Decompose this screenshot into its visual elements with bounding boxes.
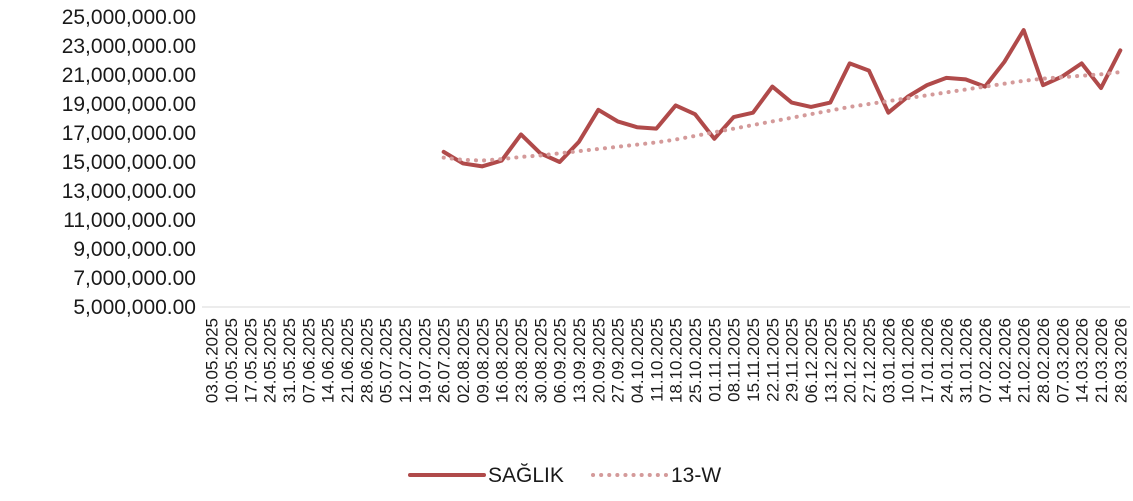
x-tick-label: 28.03.2026 [1111,318,1130,403]
y-tick-label: 25,000,000.00 [62,6,196,29]
x-tick-label: 13.09.2025 [570,318,589,403]
x-tick-label: 29.11.2025 [783,318,802,402]
x-tick-label: 05.07.2025 [377,318,396,403]
x-tick-label: 19.07.2025 [415,318,434,403]
x-tick-label: 10.05.2025 [222,318,241,403]
x-tick-label: 20.12.2025 [841,318,860,403]
y-tick-label: 11,000,000.00 [63,209,196,232]
series-layer [441,28,1123,169]
x-tick-label: 24.05.2025 [261,318,280,403]
series-line-1 [441,70,1123,163]
x-tick-label: 07.06.2025 [299,318,318,403]
y-tick-label: 7,000,000.00 [73,267,196,290]
x-tick-label: 09.08.2025 [473,318,492,403]
x-tick-label: 23.08.2025 [512,318,531,403]
x-tick-label: 31.01.2026 [957,318,976,403]
legend: SAĞLIK 13-W [408,464,721,487]
x-tick-label: 27.09.2025 [609,318,628,403]
y-tick-label: 23,000,000.00 [62,35,196,58]
x-tick-label: 24.01.2026 [937,318,956,403]
x-tick-label: 16.08.2025 [493,318,512,403]
x-tick-label: 28.06.2025 [357,318,376,403]
y-tick-label: 5,000,000.00 [73,296,196,319]
x-tick-label: 02.08.2025 [454,318,473,403]
x-tick-label: 07.03.2026 [1053,318,1072,403]
y-tick-label: 19,000,000.00 [62,93,196,116]
x-tick-label: 08.11.2025 [725,318,744,402]
x-tick-label: 18.10.2025 [667,318,686,403]
x-tick-label: 15.11.2025 [744,318,763,402]
y-tick-label: 9,000,000.00 [73,238,196,261]
x-tick-label: 14.03.2026 [1073,318,1092,403]
x-tick-label: 01.11.2025 [705,318,724,402]
y-tick-label: 13,000,000.00 [62,180,196,203]
x-tick-label: 11.10.2025 [647,318,666,402]
x-tick-label: 28.02.2026 [1034,318,1053,403]
x-tick-label: 21.03.2026 [1092,318,1111,403]
x-tick-label: 07.02.2026 [976,318,995,403]
x-tick-label: 30.08.2025 [531,318,550,403]
x-axis: 03.05.2025 10.05.2025 17.05.2025 24.05.2025… [202,306,1130,403]
x-tick-label: 17.05.2025 [241,318,260,403]
x-tick-label: 17.01.2026 [918,318,937,403]
y-tick-label: 21,000,000.00 [62,64,196,87]
x-tick-label: 21.02.2026 [1015,318,1034,403]
y-tick-label: 17,000,000.00 [62,122,196,145]
x-tick-label: 22.11.2025 [763,318,782,402]
x-tick-label: 31.05.2025 [280,318,299,403]
x-tick-label: 03.05.2025 [203,318,222,403]
y-axis: 5,000,000.00 7,000,000.00 9,000,000.00 11,0… [62,6,196,319]
x-tick-label: 14.06.2025 [319,318,338,403]
x-tick-label: 27.12.2025 [860,318,879,403]
x-tick-label: 03.01.2026 [879,318,898,403]
x-tick-label: 12.07.2025 [396,318,415,403]
x-tick-label: 06.09.2025 [551,318,570,403]
x-tick-label: 26.07.2025 [435,318,454,403]
legend-label-1: 13-W [671,464,721,487]
x-tick-label: 13.12.2025 [821,318,840,403]
x-tick-label: 04.10.2025 [628,318,647,403]
x-tick-label: 20.09.2025 [589,318,608,403]
x-tick-label: 10.01.2026 [899,318,918,403]
x-tick-label: 06.12.2025 [802,318,821,403]
x-tick-label: 14.02.2026 [995,318,1014,403]
y-tick-label: 15,000,000.00 [62,151,196,174]
x-tick-label: 21.06.2025 [338,318,357,403]
x-tick-label: 25.10.2025 [686,318,705,403]
legend-label-0: SAĞLIK [488,464,564,487]
series-line-0 [441,28,1123,169]
